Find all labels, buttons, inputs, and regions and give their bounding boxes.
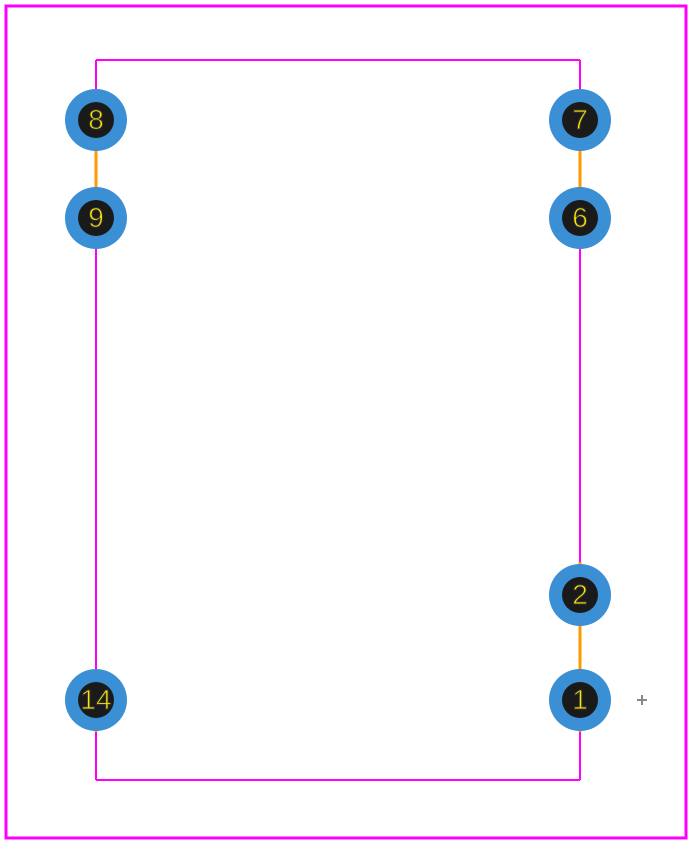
pin-2[interactable]: 2 (549, 564, 611, 626)
pin-label: 14 (80, 684, 111, 716)
origin-marker (637, 695, 647, 705)
pin-8[interactable]: 8 (65, 89, 127, 151)
footprint-canvas: 1 2 6 7 8 9 14 (0, 0, 692, 844)
pin-7[interactable]: 7 (549, 89, 611, 151)
pin-label: 1 (572, 684, 588, 716)
pin-label: 6 (572, 202, 588, 234)
pin-label: 8 (88, 104, 104, 136)
pin-label: 2 (572, 579, 588, 611)
pin-label: 9 (88, 202, 104, 234)
pin-14[interactable]: 14 (65, 669, 127, 731)
pin-6[interactable]: 6 (549, 187, 611, 249)
pin-1[interactable]: 1 (549, 669, 611, 731)
pin-9[interactable]: 9 (65, 187, 127, 249)
pin-label: 7 (572, 104, 588, 136)
